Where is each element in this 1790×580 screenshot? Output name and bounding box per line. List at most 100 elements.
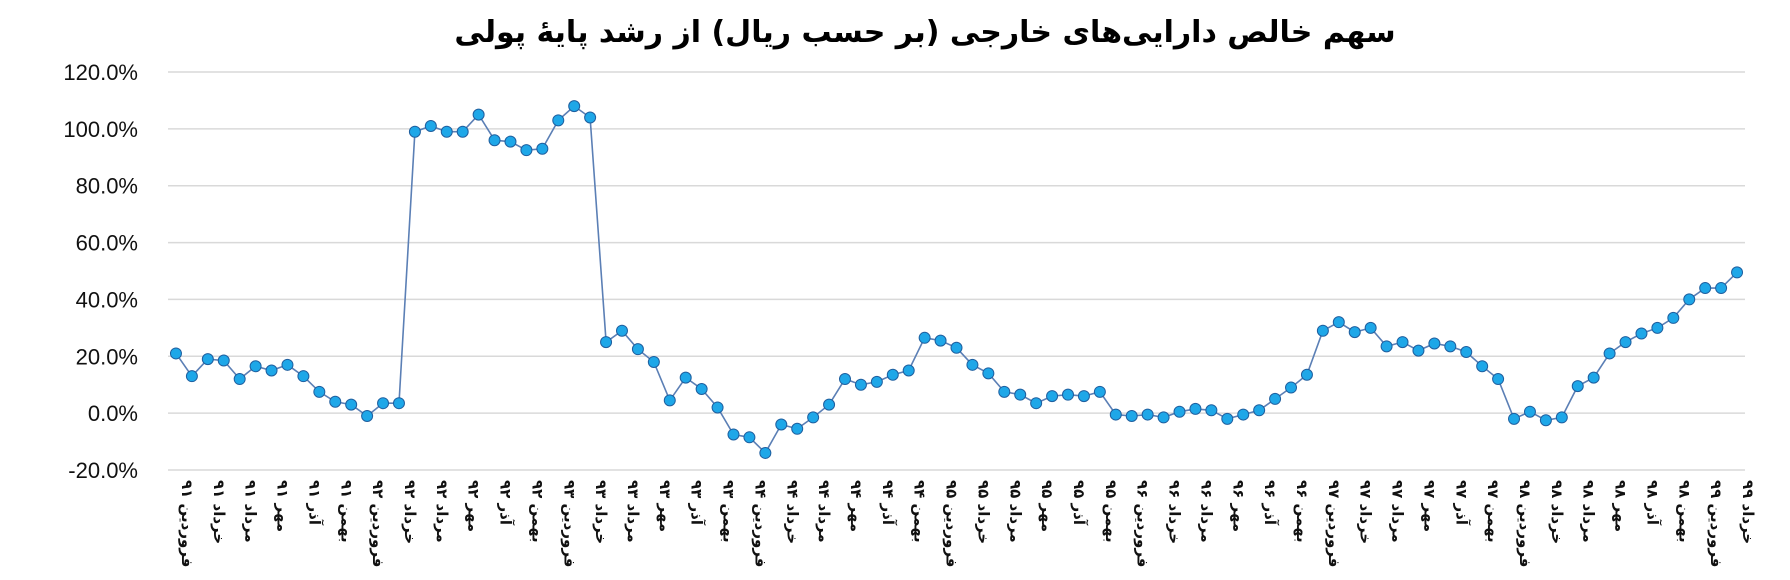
- data-point: [1093, 385, 1106, 398]
- x-tick-label: بهمن ۹۱: [337, 480, 355, 543]
- y-tick-label: 20.0%: [76, 344, 138, 369]
- series-line: [175, 105, 1738, 455]
- data-point: [265, 364, 278, 377]
- x-tick-label: مهر ۹۱: [274, 480, 292, 532]
- data-point: [361, 409, 374, 422]
- x-tick-label: مهر ۹۷: [1420, 480, 1438, 532]
- data-point: [201, 353, 214, 366]
- data-point: [1412, 344, 1425, 357]
- data-point: [1667, 311, 1680, 324]
- data-point: [870, 375, 883, 388]
- data-point: [1316, 324, 1329, 337]
- data-point: [1699, 282, 1712, 295]
- data-point: [552, 114, 565, 127]
- data-point: [1173, 405, 1186, 418]
- data-point: [1492, 373, 1505, 386]
- x-tick-label: خرداد ۹۴: [783, 480, 801, 544]
- x-tick-label: خرداد ۹۹: [1739, 480, 1757, 544]
- x-tick-label: بهمن ۹۷: [1484, 480, 1502, 543]
- data-point: [1014, 388, 1027, 401]
- x-tick-label: آذر ۹۲: [497, 480, 515, 526]
- data-point: [918, 331, 931, 344]
- x-tick-label: بهمن ۹۸: [1675, 480, 1693, 543]
- x-tick-label: مهر ۹۸: [1612, 480, 1630, 532]
- x-tick-label: آذر ۹۴: [879, 480, 897, 526]
- data-point: [504, 135, 517, 148]
- data-point: [392, 397, 405, 410]
- x-tick-label: فروردین ۹۷: [1325, 480, 1343, 567]
- x-tick-label: مرداد ۹۶: [1197, 480, 1215, 543]
- data-point: [966, 358, 979, 371]
- data-point: [1285, 381, 1298, 394]
- data-point: [759, 446, 772, 459]
- data-point: [536, 142, 549, 155]
- data-point: [1396, 336, 1409, 349]
- x-tick-label: خرداد ۹۲: [401, 480, 419, 544]
- x-tick-label: خرداد ۹۱: [210, 480, 228, 544]
- x-tick-label: آذر ۹۱: [305, 480, 323, 526]
- x-tick-label: مرداد ۹۷: [1389, 480, 1407, 543]
- x-tick-label: آذر ۹۸: [1643, 480, 1661, 526]
- data-point: [1046, 390, 1059, 403]
- x-tick-label: مهر ۹۴: [847, 480, 865, 532]
- data-point: [1555, 411, 1568, 424]
- data-point: [377, 397, 390, 410]
- data-point: [1523, 405, 1536, 418]
- data-point: [807, 411, 820, 424]
- data-point: [711, 401, 724, 414]
- data-point: [1651, 321, 1664, 334]
- x-tick-label: آذر ۹۳: [688, 480, 706, 526]
- x-tick-label: آذر ۹۷: [1452, 480, 1470, 526]
- data-point: [727, 428, 740, 441]
- x-tick-label: فروردین ۹۵: [943, 480, 961, 567]
- data-point: [679, 371, 692, 384]
- y-tick-label: 80.0%: [76, 174, 138, 199]
- data-point: [743, 431, 756, 444]
- data-point: [1253, 404, 1266, 417]
- data-point: [823, 398, 836, 411]
- x-tick-label: خرداد ۹۳: [592, 480, 610, 544]
- data-point: [1731, 266, 1744, 279]
- data-point: [1715, 282, 1728, 295]
- x-tick-label: مهر ۹۳: [656, 480, 674, 532]
- x-tick-label: فروردین ۹۲: [369, 480, 387, 567]
- data-point: [456, 125, 469, 138]
- data-point: [1428, 337, 1441, 350]
- x-tick-label: بهمن ۹۲: [528, 480, 546, 543]
- data-point: [1205, 404, 1218, 417]
- data-point: [838, 373, 851, 386]
- data-point: [1539, 414, 1552, 427]
- data-point: [950, 341, 963, 354]
- data-point: [902, 364, 915, 377]
- data-point: [1077, 390, 1090, 403]
- data-point: [584, 111, 597, 124]
- data-point: [281, 358, 294, 371]
- data-point: [217, 354, 230, 367]
- y-tick-label: 40.0%: [76, 287, 138, 312]
- x-tick-label: مرداد ۹۲: [433, 480, 451, 543]
- data-point: [1619, 336, 1632, 349]
- x-tick-label: بهمن ۹۴: [911, 480, 929, 543]
- x-tick-label: فروردین ۹۹: [1707, 480, 1725, 567]
- data-point: [600, 336, 613, 349]
- y-tick-label: 60.0%: [76, 231, 138, 256]
- data-point: [1189, 402, 1202, 415]
- x-tick-label: مهر ۹۶: [1229, 480, 1247, 532]
- data-point: [1364, 321, 1377, 334]
- chart-title: سهم خالص دارایی‌های خارجی (بر حسب ریال) …: [454, 15, 1395, 50]
- data-point: [1141, 408, 1154, 421]
- data-point: [854, 378, 867, 391]
- x-tick-label: آذر ۹۵: [1070, 480, 1088, 526]
- y-tick-label: -20.0%: [68, 458, 138, 483]
- x-tick-label: بهمن ۹۵: [1102, 480, 1120, 543]
- x-tick-label: خرداد ۹۶: [1166, 480, 1184, 544]
- x-tick-label: مرداد ۹۳: [624, 480, 642, 543]
- data-point: [1635, 327, 1648, 340]
- x-tick-label: فروردین ۹۶: [1134, 480, 1152, 567]
- y-tick-label: 0.0%: [88, 401, 138, 426]
- data-point: [169, 347, 182, 360]
- data-point: [440, 125, 453, 138]
- data-point: [1571, 380, 1584, 393]
- data-point: [1237, 408, 1250, 421]
- x-tick-label: فروردین ۹۳: [560, 480, 578, 567]
